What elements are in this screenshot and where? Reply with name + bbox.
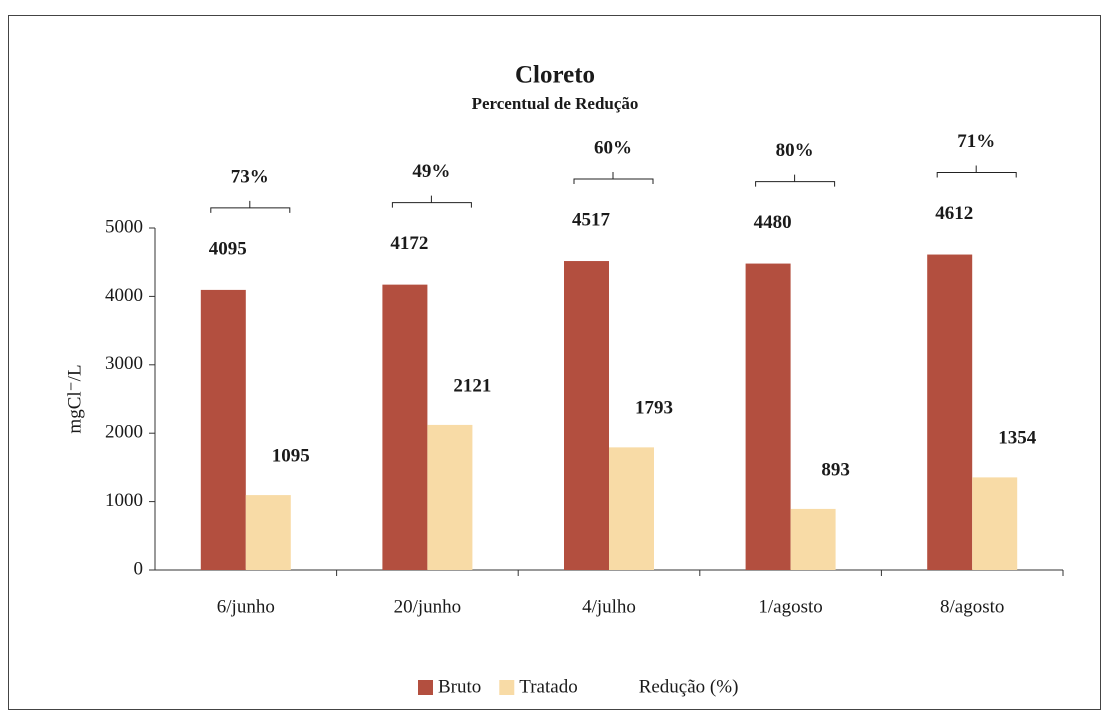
y-tick-label: 5000 [105,216,143,237]
y-tick-label: 4000 [105,285,143,306]
x-tick-label: 20/junho [394,596,462,617]
data-label: 4095 [209,238,247,259]
data-label: 4480 [754,212,792,233]
reduction-bracket [936,165,1017,178]
y-tick-label: 0 [134,558,144,579]
frame [8,15,1101,710]
y-tick-label: 2000 [105,422,143,443]
y-tick-label: 3000 [105,353,143,374]
x-tick-label: 4/julho [582,596,636,617]
bar [564,261,609,570]
bar [427,424,473,570]
legend-swatch [499,680,515,695]
data-label: 1354 [998,428,1037,449]
reduction-label: 60% [594,137,632,158]
data-label: 1793 [635,398,673,419]
y-axis-label: mgCl⁻/L [64,364,85,433]
data-label: 2121 [453,375,491,396]
reduction-bracket [210,200,291,213]
legend-label: Bruto [438,676,481,697]
data-label: 4172 [390,233,428,254]
bar [972,477,1018,570]
legend-label: Redução (%) [639,676,739,697]
reduction-label: 80% [776,140,814,161]
reduction-label: 71% [957,131,995,152]
x-tick-label: 6/junho [217,596,275,617]
data-label: 4517 [572,209,611,230]
data-label: 1095 [272,445,310,466]
legend-swatch [418,680,433,695]
bar [927,254,973,571]
reduction-bracket [755,174,836,187]
reduction-bracket [391,195,472,208]
x-tick-label: 8/agosto [940,596,1004,617]
reduction-bracket [573,172,654,185]
data-label: 4612 [935,203,973,224]
x-tick-label: 1/agosto [758,596,822,617]
chart-subtitle: Percentual de Redução [472,94,639,113]
data-label: 893 [821,459,850,480]
reduction-label: 73% [231,166,269,187]
chart-title: Cloreto [515,62,595,89]
y-tick-label: 1000 [105,490,143,511]
reduction-label: 49% [412,161,450,182]
legend-label: Tratado [519,676,577,697]
bar [745,263,791,570]
bar [790,508,836,570]
bar [609,447,654,570]
bar [382,284,428,570]
bar [245,495,291,570]
bar [200,289,246,570]
